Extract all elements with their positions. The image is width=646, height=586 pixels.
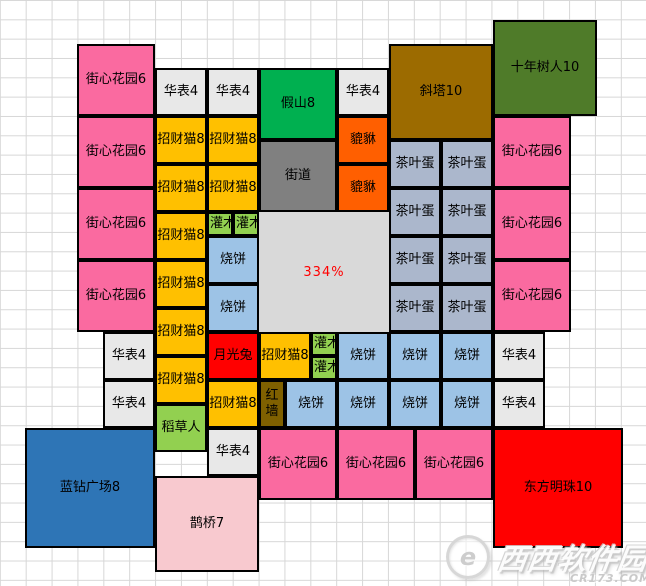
block-guanmu[interactable]: 灌木 (207, 212, 233, 236)
block-shaobing[interactable]: 烧饼 (207, 236, 259, 284)
block-huabiao[interactable]: 华表4 (103, 380, 155, 428)
block-shaobing[interactable]: 烧饼 (441, 380, 493, 428)
block-guanmu[interactable]: 灌木 (233, 212, 259, 236)
block-hongqiang[interactable]: 红墙 (259, 380, 285, 428)
block-shaobing[interactable]: 烧饼 (389, 380, 441, 428)
block-jiexinhuayuan[interactable]: 街心花园6 (77, 44, 155, 116)
block-zhaocaimao[interactable]: 招财猫8 (155, 116, 207, 164)
block-huabiao[interactable]: 华表4 (337, 68, 389, 116)
block-chayedan[interactable]: 茶叶蛋 (441, 140, 493, 188)
block-zhaocaimao[interactable]: 招财猫8 (155, 212, 207, 260)
block-xieta[interactable]: 斜塔10 (389, 44, 493, 140)
watermark-domain: CR173.COM (570, 572, 646, 585)
block-zhaocaimao[interactable]: 招财猫8 (207, 164, 259, 212)
block-jiexinhuayuan[interactable]: 街心花园6 (259, 428, 337, 500)
block-shaobing[interactable]: 烧饼 (441, 332, 493, 380)
block-zhaocaimao[interactable]: 招财猫8 (207, 116, 259, 164)
block-pixiu[interactable]: 貔貅 (337, 116, 389, 164)
block-huabiao[interactable]: 华表4 (155, 68, 207, 116)
block-guanmu[interactable]: 灌木 (311, 356, 337, 380)
block-huabiao[interactable]: 华表4 (493, 380, 545, 428)
block-shaobing[interactable]: 烧饼 (285, 380, 337, 428)
block-zhaocaimao[interactable]: 招财猫8 (207, 380, 259, 428)
coverage-percentage: 334% (303, 264, 345, 280)
block-shaobing[interactable]: 烧饼 (389, 332, 441, 380)
block-chayedan[interactable]: 茶叶蛋 (389, 188, 441, 236)
block-jiexinhuayuan[interactable]: 街心花园6 (77, 188, 155, 260)
block-zhaocaimao[interactable]: 招财猫8 (155, 260, 207, 308)
block-jiexinhuayuan[interactable]: 街心花园6 (337, 428, 415, 500)
coverage-area: 334% (259, 212, 389, 332)
block-zhaocaimao[interactable]: 招财猫8 (155, 308, 207, 356)
block-zhaocaimao[interactable]: 招财猫8 (155, 356, 207, 404)
block-jiexinhuayuan[interactable]: 街心花园6 (493, 188, 571, 260)
block-chayedan[interactable]: 茶叶蛋 (389, 140, 441, 188)
block-yueguangtu[interactable]: 月光兔 (207, 332, 259, 380)
block-huabiao[interactable]: 华表4 (103, 332, 155, 380)
block-huabiao[interactable]: 华表4 (207, 68, 259, 116)
block-shinianshuren[interactable]: 十年树人10 (493, 20, 597, 116)
block-dongfang[interactable]: 东方明珠10 (493, 428, 623, 548)
block-jiexinhuayuan[interactable]: 街心花园6 (415, 428, 493, 500)
block-jiexinhuayuan[interactable]: 街心花园6 (493, 116, 571, 188)
block-huabiao[interactable]: 华表4 (207, 428, 259, 476)
block-chayedan[interactable]: 茶叶蛋 (441, 284, 493, 332)
block-shaobing[interactable]: 烧饼 (207, 284, 259, 332)
block-jiexinhuayuan[interactable]: 街心花园6 (77, 260, 155, 332)
block-zhaocaimao[interactable]: 招财猫8 (155, 164, 207, 212)
block-daocaoren[interactable]: 稻草人 (155, 404, 207, 452)
block-jiashan[interactable]: 假山8 (259, 68, 337, 140)
block-pixiu[interactable]: 貔貅 (337, 164, 389, 212)
block-guanmu[interactable]: 灌木 (311, 332, 337, 356)
block-chayedan[interactable]: 茶叶蛋 (441, 188, 493, 236)
block-huabiao[interactable]: 华表4 (493, 332, 545, 380)
block-chayedan[interactable]: 茶叶蛋 (389, 236, 441, 284)
block-jiexinhuayuan[interactable]: 街心花园6 (77, 116, 155, 188)
block-jiedao[interactable]: 街道 (259, 140, 337, 212)
block-queqiao[interactable]: 鹊桥7 (155, 476, 259, 572)
block-shaobing[interactable]: 烧饼 (337, 380, 389, 428)
block-chayedan[interactable]: 茶叶蛋 (441, 236, 493, 284)
block-jiexinhuayuan[interactable]: 街心花园6 (493, 260, 571, 332)
block-shaobing[interactable]: 烧饼 (337, 332, 389, 380)
block-chayedan[interactable]: 茶叶蛋 (389, 284, 441, 332)
block-zhaocaimao[interactable]: 招财猫8 (259, 332, 311, 380)
block-lanzuan[interactable]: 蓝钻广场8 (25, 428, 155, 548)
watermark-logo-icon: e (446, 535, 490, 579)
